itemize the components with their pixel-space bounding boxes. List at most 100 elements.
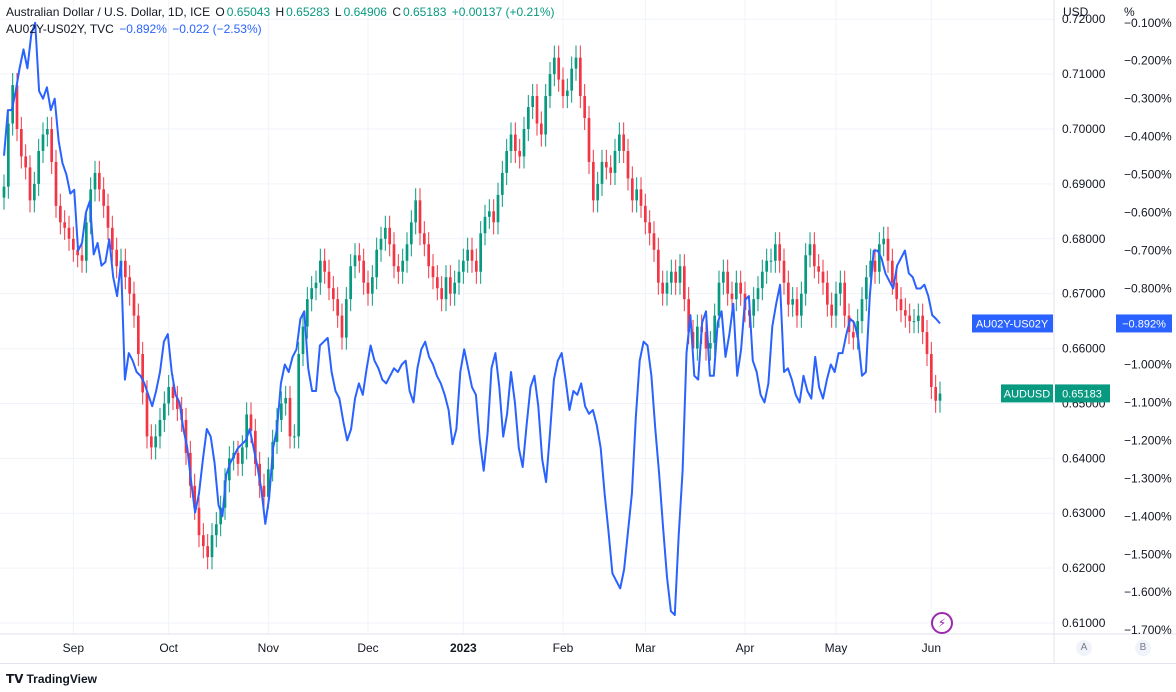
candle-body xyxy=(132,293,136,316)
candle xyxy=(557,45,561,92)
lightning-icon[interactable]: ⚡ xyxy=(931,612,953,634)
candle-body xyxy=(279,403,283,420)
candle xyxy=(206,534,210,570)
price-axis-currency[interactable]: USD xyxy=(1063,5,1089,19)
tradingview-logo-icon: 𝗧𝗩 xyxy=(6,672,24,686)
candle-body xyxy=(773,244,777,261)
candle-body xyxy=(661,282,665,294)
spread-tick-label: −1.100% xyxy=(1124,395,1172,409)
candle-body xyxy=(149,436,153,448)
candle xyxy=(141,341,145,405)
spread-tick-label: −1.000% xyxy=(1124,357,1172,371)
candle xyxy=(682,254,686,312)
candle xyxy=(214,512,218,548)
candle xyxy=(435,265,439,301)
candle-body xyxy=(552,57,556,75)
candle xyxy=(375,237,379,290)
candle-body xyxy=(106,205,110,228)
candle xyxy=(648,210,652,246)
candle-body xyxy=(509,134,513,151)
scale-b-button[interactable]: B xyxy=(1135,640,1151,656)
candle-body xyxy=(656,249,660,283)
tradingview-logo[interactable]: 𝗧𝗩 TradingView xyxy=(6,672,97,686)
candle-body xyxy=(812,244,816,267)
candle xyxy=(513,122,517,164)
candle-body xyxy=(860,299,864,322)
candle-body xyxy=(496,194,500,223)
candle-body xyxy=(383,227,387,239)
candle-body xyxy=(899,299,903,311)
spread-name-badge xyxy=(972,314,1053,333)
candle xyxy=(622,122,626,164)
candle-body xyxy=(557,57,561,80)
candle xyxy=(28,155,32,213)
candle-body xyxy=(141,354,145,393)
candle-body xyxy=(366,282,370,294)
candle xyxy=(882,226,886,257)
candle-body xyxy=(548,74,552,97)
candle xyxy=(305,287,309,339)
candle xyxy=(726,259,730,306)
candle-body xyxy=(19,128,23,157)
candle-body xyxy=(934,386,938,401)
candle-body xyxy=(791,299,795,305)
candle xyxy=(167,374,171,416)
candle xyxy=(327,259,331,301)
candle-body xyxy=(301,326,305,355)
spread-series-legend[interactable]: AU02Y-US02Y, TVC −0.892% −0.022 (−2.53%) xyxy=(6,22,264,36)
candle-body xyxy=(704,332,708,349)
candle-body xyxy=(84,222,88,261)
time-tick-label: Oct xyxy=(159,641,178,655)
candle xyxy=(444,265,448,312)
candle xyxy=(531,83,535,120)
footer-bar: 𝗧𝗩 TradingView xyxy=(0,663,1176,692)
candle-body xyxy=(834,293,838,316)
spread-axis[interactable]: −0.000%−0.100%−0.200%−0.300%−0.400%−0.50… xyxy=(1124,0,1172,637)
candle-body xyxy=(526,107,530,129)
candle xyxy=(97,160,101,202)
candle-body xyxy=(873,260,877,272)
spread-tick-label: −0.300% xyxy=(1124,92,1172,106)
candle xyxy=(903,298,907,328)
candle xyxy=(500,160,504,207)
candle-body xyxy=(206,546,210,558)
time-tick-label: Feb xyxy=(553,641,574,655)
candle xyxy=(149,424,153,460)
time-tick-label: Jun xyxy=(922,641,941,655)
candle-body xyxy=(778,244,782,261)
candle-body xyxy=(470,249,474,261)
candle xyxy=(201,523,205,559)
price-axis[interactable]: 0.72000 0.71000 0.70000 0.69000 0.68000 0.670… xyxy=(1062,12,1106,630)
candle xyxy=(760,259,764,301)
candle-body xyxy=(513,134,517,151)
candle-body xyxy=(266,469,270,497)
candle xyxy=(769,248,773,273)
candle xyxy=(877,232,881,284)
time-tick-label: Sep xyxy=(63,641,85,655)
candle xyxy=(695,314,699,361)
candle-body xyxy=(427,244,431,267)
candle xyxy=(279,391,283,432)
main-series-legend[interactable]: Australian Dollar / U.S. Dollar, 1D, ICE… xyxy=(6,5,556,19)
candle-body xyxy=(349,266,353,300)
candle-body xyxy=(921,315,925,333)
candle-body xyxy=(843,282,847,316)
candle xyxy=(886,226,890,273)
candle xyxy=(245,402,249,460)
candle xyxy=(344,287,348,350)
spread-axis-unit[interactable]: % xyxy=(1124,5,1135,19)
candle xyxy=(916,303,920,334)
auto-scale-button[interactable]: A xyxy=(1076,640,1092,656)
candle-body xyxy=(483,216,487,234)
candle-body xyxy=(405,244,409,261)
time-axis[interactable]: Sep Oct Nov Dec 2023 Feb Mar Apr May Jun xyxy=(63,641,941,655)
candle-body xyxy=(669,271,673,283)
candle-body xyxy=(396,266,400,272)
time-tick-label: Dec xyxy=(357,641,378,655)
candle-body xyxy=(864,277,868,300)
candle xyxy=(314,270,318,301)
price-chart[interactable]: 0.72000 0.71000 0.70000 0.69000 0.68000 0.670… xyxy=(0,0,1176,663)
price-value-badge xyxy=(1055,384,1110,403)
candle xyxy=(674,259,678,295)
candle-body xyxy=(799,293,803,316)
